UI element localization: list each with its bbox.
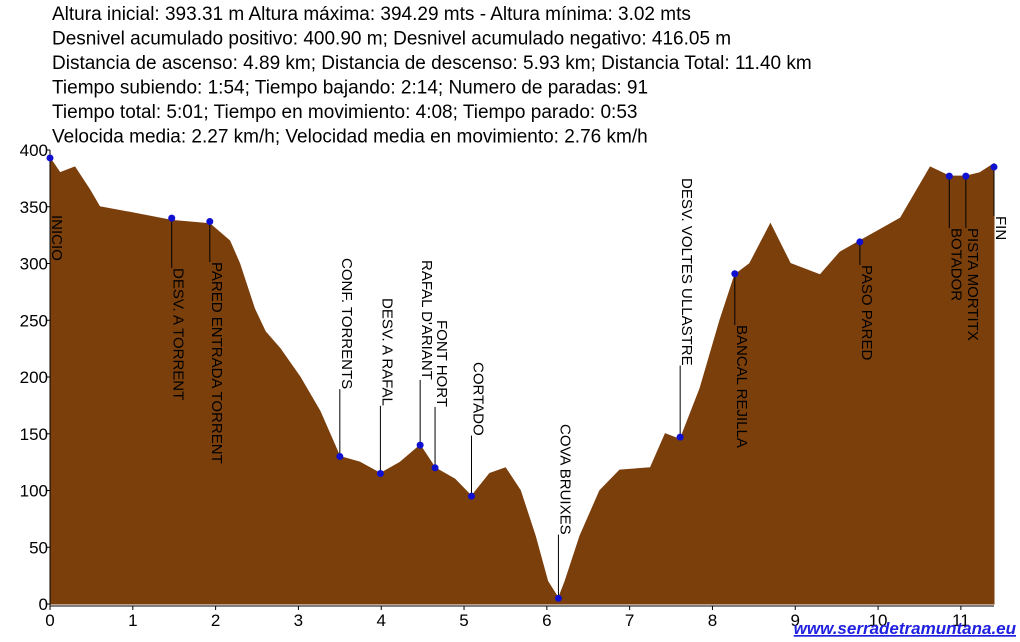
waypoint bbox=[206, 218, 214, 226]
waypoint-label: BOTADOR bbox=[947, 228, 964, 301]
waypoint bbox=[962, 172, 970, 180]
x-tick-label: 11 bbox=[952, 611, 970, 630]
stat-line: Distancia de ascenso: 4.89 km; Distancia… bbox=[52, 53, 812, 74]
y-tick-label: 50 bbox=[29, 538, 48, 557]
x-tick-label: 9 bbox=[791, 611, 800, 630]
x-tick-label: 8 bbox=[708, 611, 717, 630]
y-tick-label: 150 bbox=[20, 425, 48, 444]
stat-line: Altura inicial: 393.31 m Altura máxima: … bbox=[52, 4, 691, 25]
y-tick-label: 350 bbox=[20, 198, 48, 217]
waypoint-label: DESV. VOLTES ULLASTRE bbox=[678, 178, 695, 366]
x-tick-label: 0 bbox=[45, 611, 54, 630]
elevation-area bbox=[49, 156, 995, 605]
waypoint bbox=[336, 452, 344, 460]
x-tick-label: 7 bbox=[625, 611, 634, 630]
waypoint bbox=[990, 163, 998, 171]
y-tick-label: 0 bbox=[39, 595, 48, 614]
y-tick-label: 250 bbox=[20, 311, 48, 330]
waypoint-label: PISTA MORTITX bbox=[964, 228, 981, 341]
waypoint-label: INICIO bbox=[48, 215, 65, 261]
x-tick-label: 4 bbox=[376, 611, 385, 630]
waypoint-label: RAFAL D'ARIANT bbox=[418, 260, 435, 380]
stat-line: Desnivel acumulado positivo: 400.90 m; D… bbox=[52, 29, 731, 50]
waypoint-label: DESV. A TORRENT bbox=[170, 268, 187, 400]
waypoint-label: CORTADO bbox=[469, 362, 486, 436]
x-tick-label: 10 bbox=[869, 611, 888, 630]
waypoint bbox=[554, 594, 562, 602]
waypoint bbox=[416, 441, 424, 449]
waypoint-label: COVA BRUIXES bbox=[556, 424, 573, 535]
stat-line: Tiempo total: 5:01; Tiempo en movimiento… bbox=[52, 102, 637, 123]
waypoint-label: PARED ENTRADA TORRENT bbox=[208, 262, 225, 464]
waypoint-label: FONT HORT bbox=[433, 320, 450, 407]
waypoint bbox=[856, 238, 864, 246]
waypoint-label: CONF. TORRENTS bbox=[338, 258, 355, 389]
waypoint bbox=[945, 172, 953, 180]
y-tick-label: 300 bbox=[20, 255, 48, 274]
waypoint bbox=[676, 433, 684, 441]
waypoint bbox=[168, 214, 176, 222]
x-tick-label: 2 bbox=[211, 611, 220, 630]
x-tick-label: 1 bbox=[128, 611, 137, 630]
waypoint bbox=[467, 492, 475, 500]
x-tick-label: 3 bbox=[294, 611, 303, 630]
y-tick-label: 200 bbox=[20, 368, 48, 387]
x-tick-label: 6 bbox=[542, 611, 551, 630]
waypoint-label: FIN bbox=[992, 216, 1009, 240]
waypoint bbox=[46, 154, 54, 162]
stat-line: Velocida media: 2.27 km/h; Velocidad med… bbox=[52, 127, 648, 148]
x-tick-label: 5 bbox=[459, 611, 468, 630]
waypoint-label: PASO PARED bbox=[858, 265, 875, 360]
waypoint-label: BANCAL REJILLA bbox=[733, 325, 750, 448]
waypoint bbox=[731, 270, 739, 278]
source: www.serradetramuntana.eu bbox=[794, 619, 1017, 638]
y-tick-label: 100 bbox=[20, 482, 48, 501]
y-tick-label: 400 bbox=[20, 141, 48, 160]
waypoint bbox=[431, 464, 439, 472]
stat-line: Tiempo subiendo: 1:54; Tiempo bajando: 2… bbox=[52, 78, 648, 99]
waypoint bbox=[376, 469, 384, 477]
waypoint-label: DESV. A RAFAL bbox=[378, 298, 395, 406]
